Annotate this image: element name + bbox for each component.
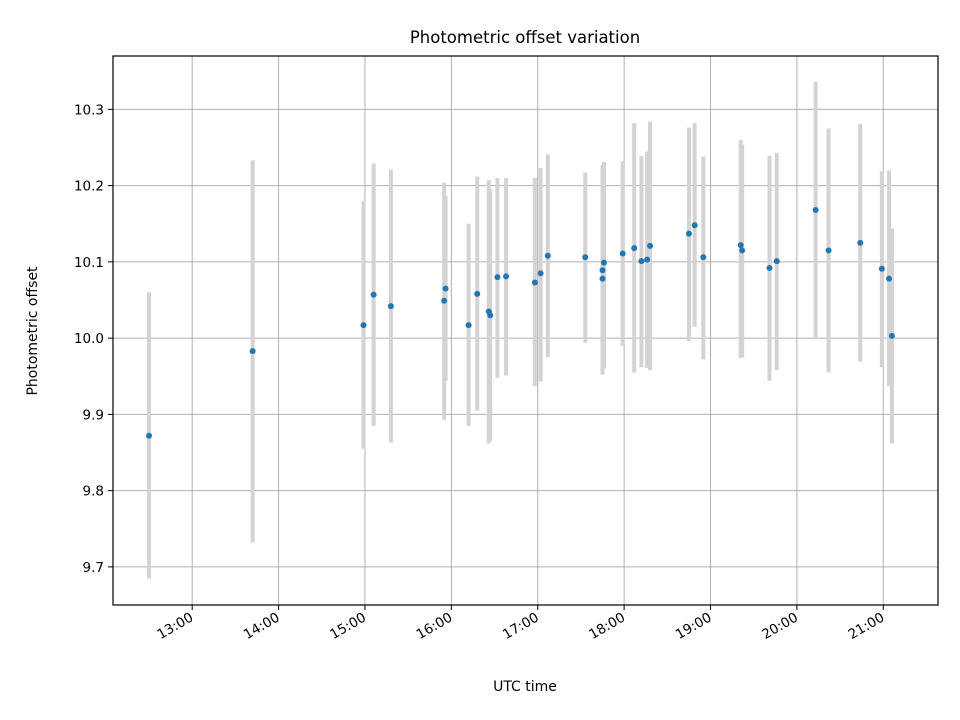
data-point — [691, 222, 698, 229]
x-tick-label: 16:00 — [414, 610, 456, 643]
data-point — [145, 432, 152, 439]
data-point — [249, 348, 256, 355]
x-tick-label: 21:00 — [846, 610, 888, 643]
data-point — [503, 273, 510, 280]
data-point — [878, 265, 885, 272]
plot-frame — [112, 55, 939, 606]
data-point — [537, 270, 544, 277]
x-tick-label: 17:00 — [500, 610, 542, 643]
y-tick-label: 10.1 — [74, 255, 104, 271]
data-point — [600, 259, 607, 266]
data-point — [442, 285, 449, 292]
data-point — [631, 245, 638, 252]
x-tick-label: 18:00 — [586, 610, 628, 643]
x-tick-label: 20:00 — [759, 610, 801, 643]
data-point — [370, 291, 377, 298]
data-point — [766, 264, 773, 271]
data-point — [739, 247, 746, 254]
x-axis-label: UTC time — [493, 679, 557, 695]
y-tick-label: 9.9 — [83, 407, 104, 423]
data-point — [825, 247, 832, 254]
data-point — [647, 242, 654, 249]
x-tick-label: 15:00 — [327, 610, 369, 643]
data-point — [582, 254, 589, 261]
data-point — [487, 312, 494, 319]
x-axis-ticks: 13:00 14:00 15:00 16:00 17:00 18:00 19:00 20:00… — [154, 605, 887, 643]
chart-title: Photometric offset variation — [410, 28, 640, 47]
data-point — [599, 275, 606, 282]
data-points — [145, 207, 895, 439]
data-point — [544, 252, 551, 259]
data-point — [773, 258, 780, 265]
data-point — [886, 275, 893, 282]
y-tick-label: 10.3 — [74, 102, 104, 118]
data-point — [857, 239, 864, 246]
y-tick-label: 10.2 — [74, 179, 104, 195]
data-point — [531, 279, 538, 286]
data-point — [360, 322, 367, 329]
y-tick-label: 10.0 — [74, 331, 104, 347]
x-tick-label: 13:00 — [154, 610, 196, 643]
data-point — [441, 297, 448, 304]
data-point — [685, 230, 692, 237]
y-tick-label: 9.8 — [83, 484, 104, 500]
data-point — [888, 332, 895, 339]
data-point — [812, 207, 819, 214]
data-point — [474, 290, 481, 297]
y-axis-label: Photometric offset — [25, 266, 41, 396]
data-point — [638, 258, 645, 265]
y-tick-label: 9.7 — [83, 560, 104, 576]
data-point — [387, 303, 394, 310]
data-point — [465, 322, 472, 329]
x-tick-label: 14:00 — [241, 610, 283, 643]
data-point — [700, 254, 707, 261]
y-axis-ticks: 9.7 9.8 9.9 10.0 10.1 10.2 10.3 — [74, 102, 113, 576]
x-tick-label: 19:00 — [673, 610, 715, 643]
error-bars — [146, 81, 894, 579]
data-point — [737, 242, 744, 249]
data-point — [619, 250, 626, 257]
data-point — [644, 256, 651, 263]
data-point — [494, 274, 501, 281]
data-point — [599, 267, 606, 274]
